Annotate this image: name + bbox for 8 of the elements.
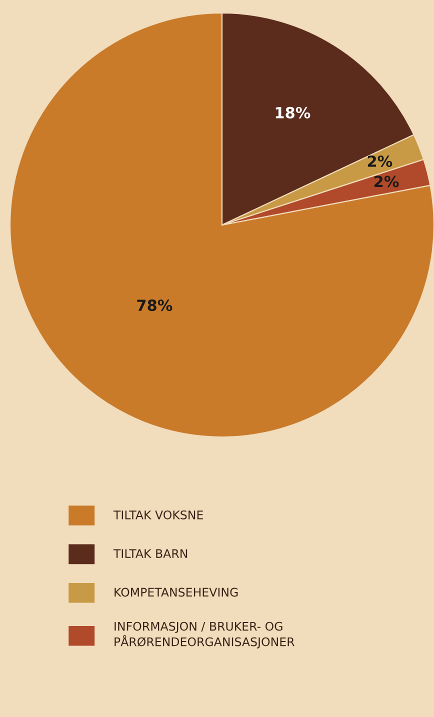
legend-label: KOMPETANSEHEVING — [114, 588, 238, 597]
data-label: 18% — [276, 106, 310, 118]
data-label: 2% — [368, 155, 392, 167]
data-label: 2% — [374, 176, 399, 188]
legend-label: TILTAK BARN — [113, 549, 188, 558]
legend-label: TILTAK VOKSNE — [113, 510, 203, 520]
data-label: 78% — [137, 300, 172, 312]
legend-label: INFORMASJON / BRUKER- OG PÅRØRENDEORGANISASJONER — [114, 622, 294, 648]
